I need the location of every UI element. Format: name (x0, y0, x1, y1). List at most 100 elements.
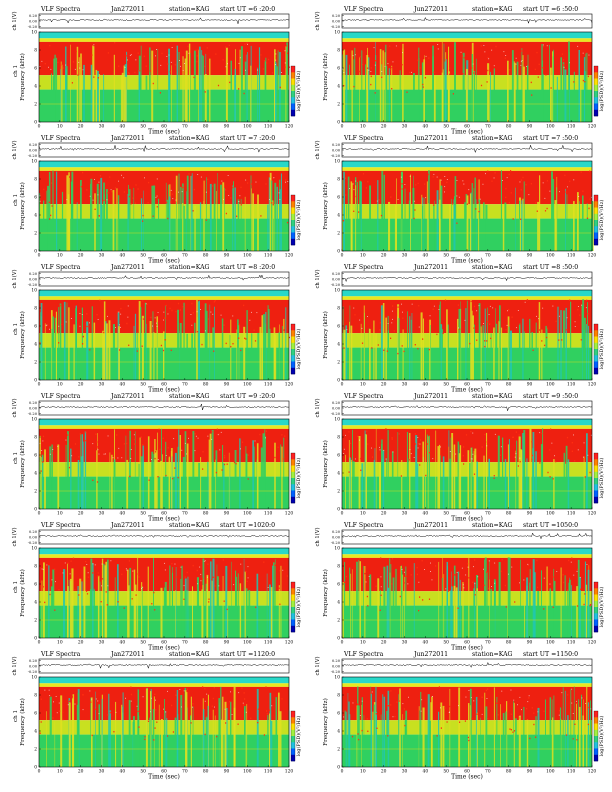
spectral-speckle (415, 443, 417, 445)
spectral-speckle (164, 339, 166, 341)
spectral-speckle (527, 564, 529, 566)
spectral-speckle (546, 45, 548, 47)
spectral-streak (70, 181, 73, 251)
spectrogram-image (39, 32, 290, 123)
colorbar-segment (291, 324, 295, 331)
spectral-streak (183, 302, 185, 380)
y-tick-label: 0 (337, 766, 340, 771)
waveform-frame (341, 271, 593, 287)
spectral-streak (104, 321, 107, 380)
spectral-speckle (392, 451, 394, 453)
colorbar-label: log(PSD)(V²/Hz) (295, 200, 302, 241)
colorbar-segment (291, 72, 295, 79)
spectral-speckle (584, 81, 586, 83)
spectral-speckle (87, 576, 89, 578)
spectral-speckle (154, 317, 156, 319)
colorbar (593, 65, 599, 117)
spectral-streak (458, 453, 461, 509)
waveform-trace (341, 16, 593, 25)
spectral-speckle (348, 431, 350, 433)
spectral-streak (112, 324, 115, 380)
spectral-streak (404, 720, 406, 767)
spectral-streak (233, 686, 236, 767)
spectral-speckle (573, 574, 575, 576)
waveform-ytick-label: 0.20 (332, 530, 341, 534)
spectral-speckle (40, 470, 42, 472)
spectral-streak (55, 311, 57, 380)
spectral-streak (276, 186, 278, 251)
spectral-streak (514, 62, 516, 122)
spectral-streak (521, 200, 523, 251)
spectral-streak (262, 433, 265, 509)
x-tick-label: 40 (423, 254, 429, 259)
spectral-speckle (192, 210, 194, 212)
spectral-speckle (196, 60, 198, 63)
spectral-streak (382, 303, 385, 380)
spectral-speckle (517, 465, 519, 467)
spectral-streak (582, 195, 584, 251)
colorbar-segment (291, 754, 295, 762)
spectral-speckle (121, 174, 122, 176)
spectral-speckle (458, 327, 459, 329)
spectral-streak (441, 329, 443, 380)
spectral-streak (553, 568, 555, 638)
spectral-streak (202, 585, 204, 638)
spectral-speckle (48, 689, 50, 691)
spectral-speckle (487, 321, 489, 323)
spectral-streak (567, 715, 569, 767)
spectral-speckle (42, 568, 44, 570)
spectral-streak (468, 703, 470, 767)
spectral-speckle (98, 215, 100, 217)
spectral-streak (377, 578, 380, 638)
spectral-speckle (55, 696, 57, 697)
spectral-speckle (103, 453, 105, 455)
spectral-speckle (573, 434, 574, 436)
spectral-speckle (583, 442, 585, 444)
spectral-speckle (444, 299, 447, 301)
x-tick-label: 50 (140, 125, 146, 130)
spectral-speckle (517, 310, 519, 311)
chart-station: station=KAG (472, 6, 513, 13)
spectral-speckle (391, 437, 393, 439)
spectral-speckle (517, 704, 518, 706)
spectral-speckle (520, 179, 522, 181)
x-tick-label: 90 (224, 770, 230, 775)
spectral-speckle (512, 436, 514, 438)
spectral-speckle (590, 434, 592, 436)
spectral-streak (565, 307, 567, 380)
spectral-streak (144, 302, 147, 380)
spectral-speckle (470, 300, 472, 303)
spectral-speckle (527, 701, 529, 703)
spectral-speckle (472, 63, 474, 65)
spectral-speckle (95, 433, 97, 435)
spectral-speckle (515, 63, 517, 65)
spectral-streak (526, 719, 529, 767)
spectral-speckle (504, 584, 506, 587)
spectral-streak (381, 171, 384, 251)
spectral-speckle (552, 478, 554, 480)
spectral-streak (475, 58, 477, 122)
spectral-streak (48, 172, 51, 251)
spectral-speckle (343, 72, 345, 73)
spectral-speckle (165, 455, 167, 456)
spectral-streak (217, 173, 218, 251)
spectral-speckle (246, 580, 248, 583)
spectral-streak (185, 50, 188, 122)
spectral-speckle (40, 698, 42, 700)
spectral-speckle (207, 178, 209, 181)
spectral-speckle (489, 323, 491, 325)
spectral-speckle (213, 301, 215, 303)
spectral-streak (386, 66, 388, 122)
spectral-streak (473, 71, 475, 122)
spectral-speckle (508, 201, 510, 204)
spectral-streak (103, 74, 105, 122)
spectral-streak (222, 445, 224, 509)
spectral-speckle (344, 177, 347, 179)
spectral-speckle (573, 81, 575, 83)
spectral-speckle (97, 449, 99, 451)
spectral-streak (402, 574, 404, 638)
spectral-speckle (53, 701, 54, 703)
spectral-speckle (543, 710, 545, 712)
spectra-panel: VLF Spectra Jan272011 station=KAG start UT … (6, 133, 306, 265)
spectral-streak (113, 459, 115, 509)
